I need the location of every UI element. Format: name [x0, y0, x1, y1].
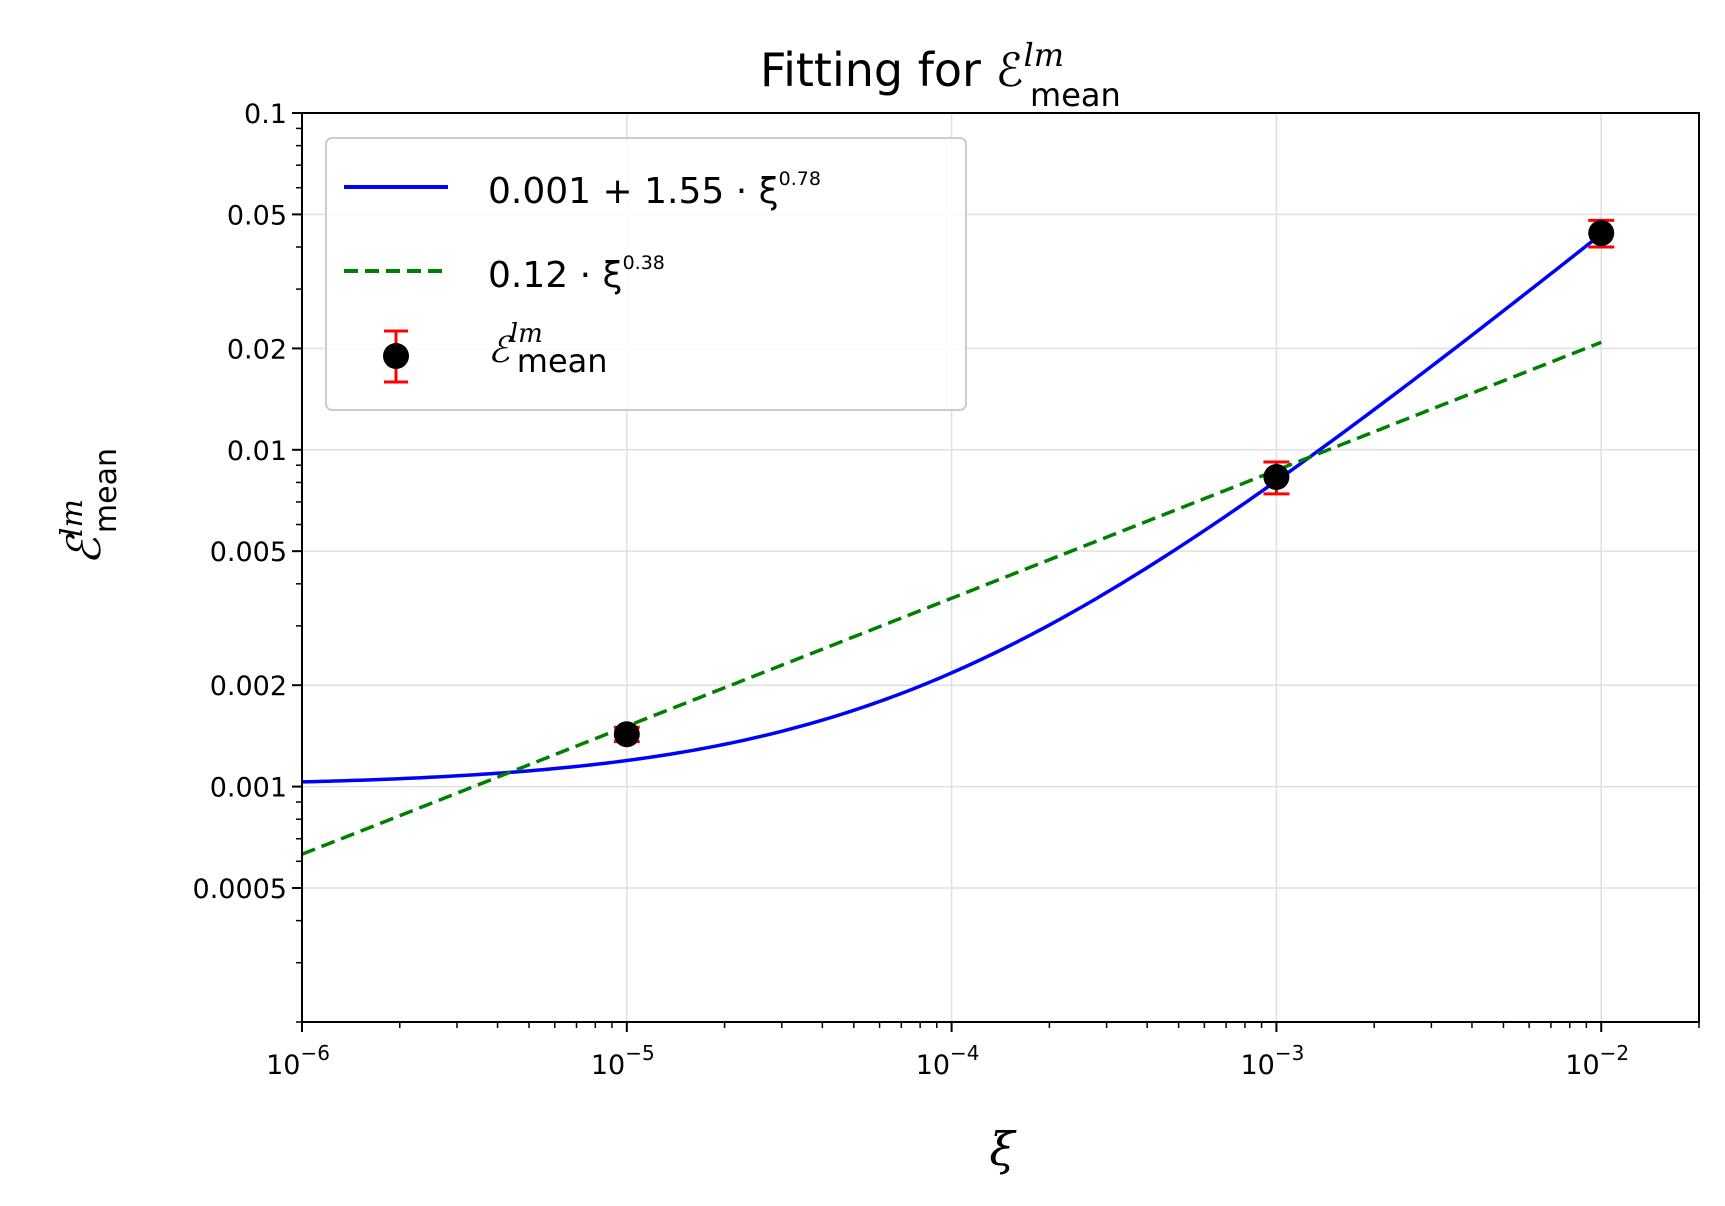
x-tick-label: 10−4	[916, 1041, 980, 1081]
y-tick-label: 0.1	[244, 99, 287, 130]
plot-frame	[301, 112, 1700, 1023]
x-tick-label: 10−3	[1240, 1041, 1304, 1081]
legend: 0.001 + 1.55 · ξ0.78 0.12 · ξ0.38 ℰlm mea…	[325, 137, 967, 411]
chart-title: Fitting for ℰlm mean	[760, 36, 1121, 114]
svg-text:ℰlmmean: ℰlmmean	[55, 448, 124, 565]
data-point	[613, 721, 640, 748]
y-tick-label: 0.01	[227, 436, 287, 467]
data-point	[1588, 220, 1615, 247]
data-point	[1263, 464, 1290, 491]
legend-swatch-data	[383, 329, 409, 384]
x-tick-label: 10−6	[266, 1041, 330, 1081]
x-ticks: 10−6 10−5 10−4 10−3 10−2	[266, 1022, 1629, 1081]
y-ticks: 0.1 0.05 0.02 0.01 0.005 0.002 0.001 0.0005	[193, 99, 302, 905]
y-tick-label: 0.02	[227, 334, 287, 365]
legend-label-fit-1: 0.001 + 1.55 · ξ0.78	[488, 168, 821, 212]
y-tick-label: 0.001	[210, 773, 287, 804]
legend-box	[325, 137, 967, 411]
legend-label-fit-2: 0.12 · ξ0.38	[488, 252, 665, 296]
y-axis-label: ℰlmmean	[55, 448, 124, 565]
fit-line-offset-power	[301, 232, 1603, 784]
y-tick-label: 0.005	[210, 537, 287, 568]
y-tick-label: 0.05	[227, 200, 287, 231]
y-tick-label: 0.0005	[193, 874, 287, 905]
y-tick-label: 0.002	[210, 671, 287, 702]
x-tick-label: 10−5	[591, 1041, 655, 1081]
x-axis-label: ξ	[989, 1122, 1017, 1176]
legend-label-data: ℰlm mean	[488, 319, 608, 380]
fit-line-power	[301, 340, 1602, 856]
series-layer	[301, 218, 1615, 856]
x-tick-label: 10−2	[1565, 1041, 1629, 1081]
